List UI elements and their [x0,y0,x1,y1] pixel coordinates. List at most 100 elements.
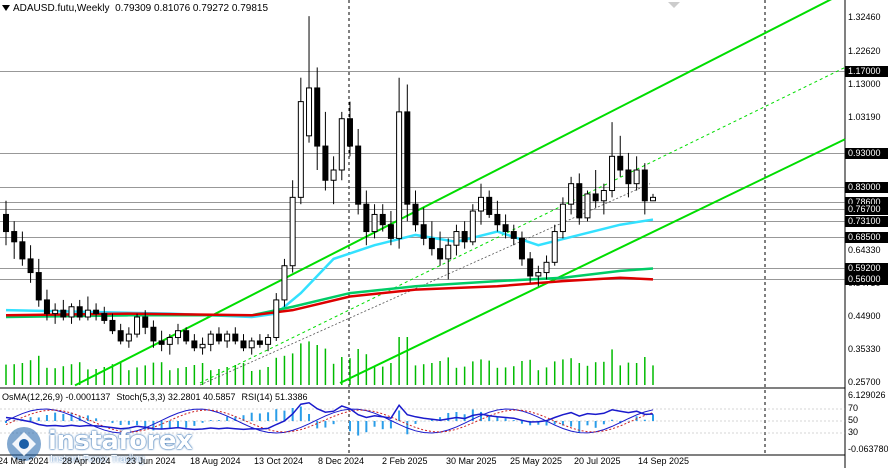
candle [543,255,550,280]
ohlc-values: 0.79309 0.81076 0.79272 0.79815 [115,3,269,14]
candle-body-down [101,313,108,321]
candle [355,128,362,215]
candle-body-up [535,272,542,277]
candle [600,183,607,215]
candle [535,265,542,287]
candle [510,224,517,246]
candle-body-up [396,111,403,239]
date-axis-label: 25 May 2025 [510,456,563,466]
logo-tagline: Instant Forex Trading [50,454,145,465]
candle [199,337,206,355]
candle-body-up [584,193,591,219]
date-axis-label: 14 Sep 2025 [638,456,690,466]
candle [76,299,83,321]
candle-body-down [625,169,632,185]
channel-lower-line [339,138,846,384]
candle [576,173,583,225]
candle [420,207,427,246]
price-level-tag: 0.56000 [845,273,888,285]
candle-body-down [486,196,493,215]
candle-body-down [437,248,444,260]
candle-body-down [215,333,222,342]
candle [502,214,509,239]
candle [166,334,173,355]
price-level-tag: 0.73100 [845,215,888,227]
candle-body-down [43,299,50,315]
candle [338,111,345,181]
price-level-tag: 0.59200 [845,262,888,274]
candle [445,238,452,280]
price-axis-label: 1.22620 [848,45,881,56]
candle [453,224,460,256]
candle [27,245,34,283]
candle [240,334,247,352]
candle [183,327,190,345]
candle-body-up [453,231,460,246]
candle-body-down [322,145,329,181]
candle-body-down [592,193,599,202]
candle [150,320,157,348]
candle [273,293,280,341]
candle [363,190,370,246]
candle [486,190,493,218]
candle [142,310,149,335]
oscillator-axis-label: 6.129026 [848,390,886,400]
candle [469,204,476,246]
candle-body-down [502,224,509,233]
candle-body-down [617,155,624,171]
dropdown-arrow-icon[interactable] [2,5,10,12]
chart-header: ADAUSD.futu,Weekly 0.79309 0.81076 0.792… [2,3,268,14]
candle-body-up [338,118,345,171]
candle-body-up [609,155,616,192]
candle [322,111,329,191]
candle [404,84,411,222]
trend-channel [74,0,846,387]
date-axis-label: 28 Apr 2024 [62,456,111,466]
candle [633,156,640,191]
price-level-tag: 1.17000 [845,65,888,77]
candle [11,221,18,259]
candle-body-up [330,169,337,181]
oscillator-panel [0,402,845,436]
candle-body-up [248,340,255,349]
candle-body-up [478,196,485,212]
rsi-line [5,402,654,431]
candle [306,16,313,143]
candle-body-up [125,333,132,342]
scroll-marker-icon [668,2,680,8]
candle-body-down [183,330,190,342]
candle-body-down [3,213,9,233]
candle [265,334,272,352]
price-axis-label: 1.32460 [848,12,881,22]
candle-body-down [76,306,83,318]
candle [428,221,435,256]
date-axis-label: 30 Mar 2025 [446,456,497,466]
price-level-tag: 0.78600 [845,196,888,208]
candle [256,334,263,348]
date-axis-label: 18 Aug 2024 [190,456,241,466]
date-axis-label: 24 Mar 2024 [0,456,49,466]
candle-body-down [60,309,67,318]
candle-body-up [469,210,476,243]
candle-body-up [445,244,452,260]
candle-body-down [93,309,100,315]
candle [125,327,132,348]
candle [437,231,444,266]
candle-body-up [265,337,272,345]
candle [191,334,198,352]
candle-body-down [256,340,263,345]
oscillator-axis-label: 30 [848,427,859,437]
candle-body-up [281,265,288,301]
candle [232,327,239,345]
price-axis-label: 0.25700 [848,377,881,387]
candle-body-up [84,309,91,318]
candle-body-down [19,241,26,260]
candle [551,224,558,266]
candle [641,163,648,215]
candle [330,156,337,205]
price-level-tag: 0.76700 [845,203,888,215]
candle-body-down [355,145,362,205]
candle [117,323,124,345]
candle [134,313,141,338]
